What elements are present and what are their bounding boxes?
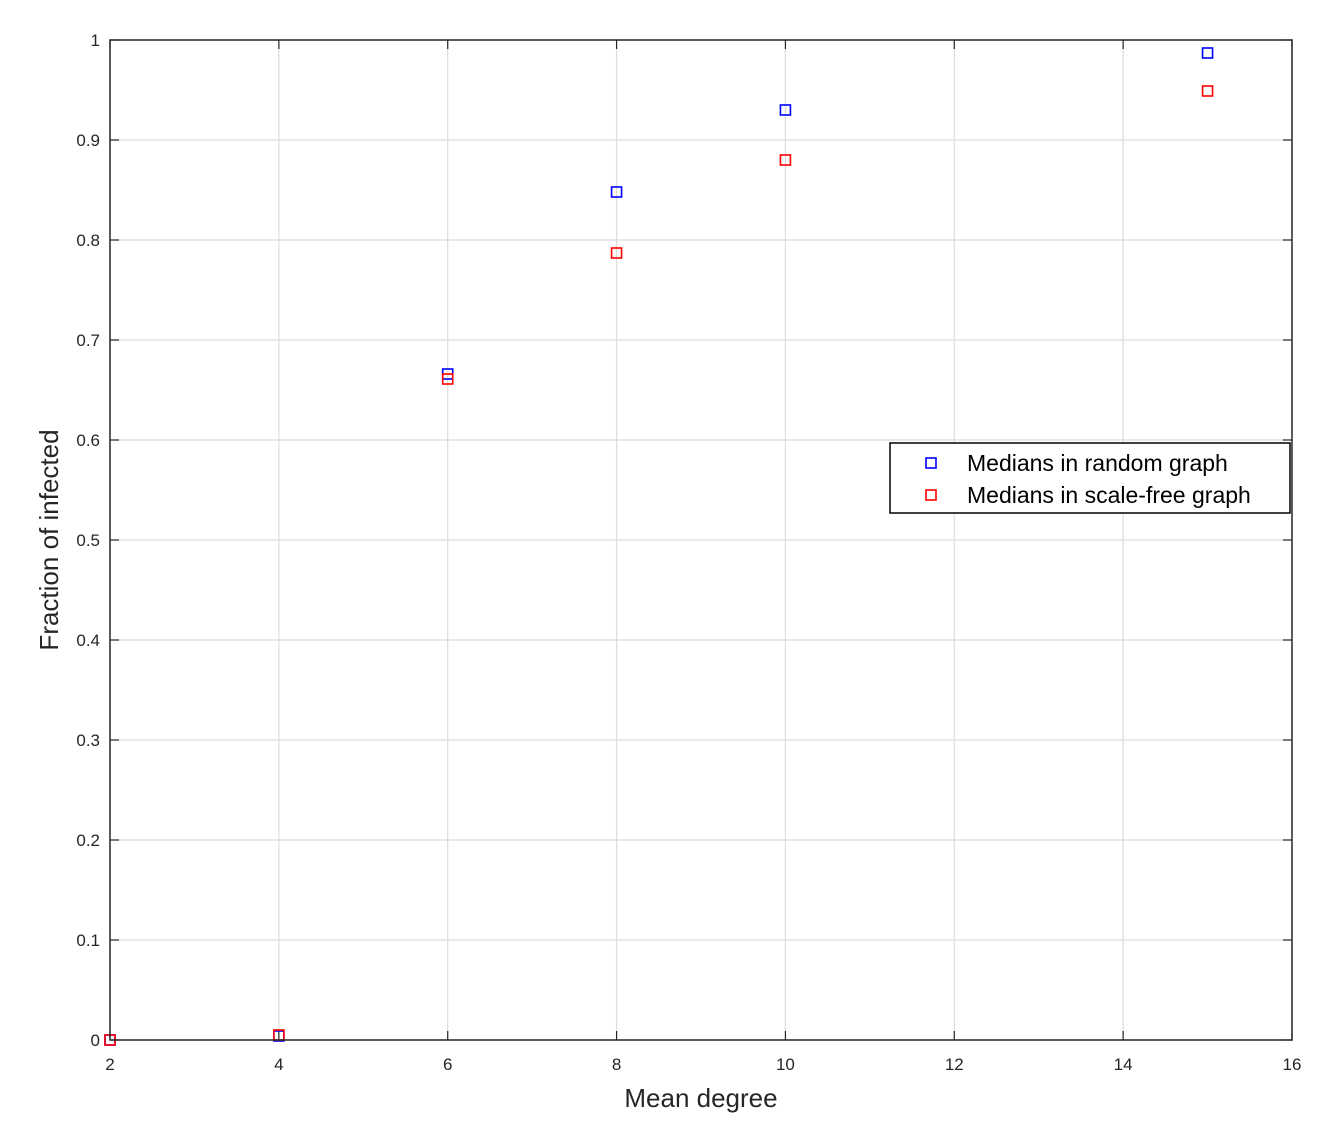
- x-tick-label: 12: [945, 1055, 964, 1074]
- legend: Medians in random graph Medians in scale…: [889, 442, 1291, 514]
- legend-label-scale-free-graph: Medians in scale-free graph: [967, 482, 1251, 508]
- axis-ticks: [109, 39, 1293, 1041]
- x-tick-label: 6: [443, 1055, 452, 1074]
- x-tick-label: 8: [612, 1055, 621, 1074]
- y-tick-label: 0.7: [76, 331, 100, 350]
- data-point: [779, 154, 792, 166]
- data-point: [610, 186, 623, 198]
- y-tick-label: 0.3: [76, 731, 100, 750]
- x-tick-label: 4: [274, 1055, 283, 1074]
- grid-lines: [110, 40, 1292, 1040]
- legend-marker-random-graph: [925, 457, 937, 469]
- y-tick-labels: 0 0.1 0.2 0.3 0.4 0.5 0.6 0.7 0.8 0.9 1: [76, 31, 100, 1050]
- x-axis-title: Mean degree: [624, 1083, 777, 1113]
- x-tick-label: 2: [105, 1055, 114, 1074]
- data-point: [1201, 85, 1214, 97]
- y-tick-label: 0.5: [76, 531, 100, 550]
- legend-marker-scale-free-graph: [925, 489, 937, 501]
- data-points: [104, 47, 1214, 1046]
- x-tick-label: 16: [1283, 1055, 1302, 1074]
- data-point: [610, 247, 623, 259]
- data-point: [779, 104, 792, 116]
- legend-label-random-graph: Medians in random graph: [967, 450, 1228, 476]
- y-tick-label: 0: [91, 1031, 100, 1050]
- legend-box: [889, 442, 1291, 514]
- x-tick-labels: 2 4 6 8 10 12 14 16: [105, 1055, 1301, 1074]
- y-tick-label: 0.8: [76, 231, 100, 250]
- data-point: [1201, 47, 1214, 59]
- y-tick-label: 0.1: [76, 931, 100, 950]
- x-tick-label: 10: [776, 1055, 795, 1074]
- plot-area-frame: [109, 39, 1293, 1041]
- y-tick-label: 0.9: [76, 131, 100, 150]
- y-axis-title: Fraction of infected: [34, 429, 64, 650]
- y-tick-label: 0.2: [76, 831, 100, 850]
- y-tick-label: 1: [91, 31, 100, 50]
- y-tick-label: 0.4: [76, 631, 100, 650]
- x-tick-label: 14: [1114, 1055, 1133, 1074]
- y-tick-label: 0.6: [76, 431, 100, 450]
- data-point: [441, 373, 454, 385]
